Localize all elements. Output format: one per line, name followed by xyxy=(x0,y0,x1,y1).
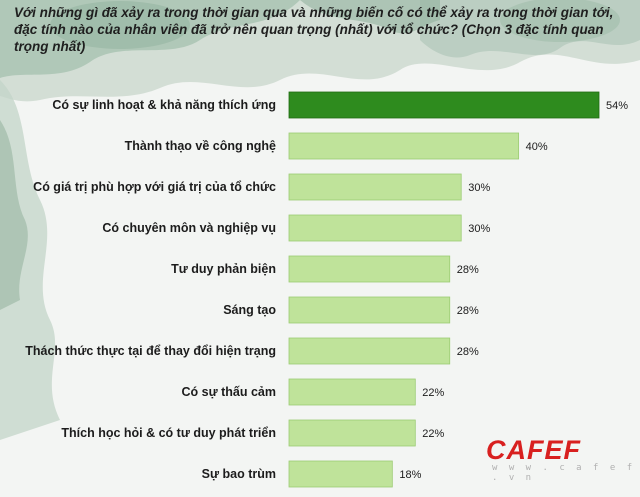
logo-brand: CAFEF xyxy=(486,435,581,465)
bar xyxy=(288,337,451,365)
category-label: Tư duy phản biện xyxy=(171,262,276,276)
category-label: Sự bao trùm xyxy=(202,467,276,481)
value-label: 30% xyxy=(468,182,490,194)
category-label: Có sự linh hoạt & khả năng thích ứng xyxy=(52,98,276,112)
bar xyxy=(288,378,416,406)
category-label: Có sự thấu cảm xyxy=(182,385,277,399)
category-label: Có chuyên môn và nghiệp vụ xyxy=(102,221,276,235)
bar xyxy=(288,91,600,119)
logo-url: w w w . c a f e f . v n xyxy=(492,463,636,483)
bar xyxy=(288,173,462,201)
category-label: Thách thức thực tại để thay đổi hiện trạ… xyxy=(25,344,276,358)
bar xyxy=(288,214,462,242)
category-label: Có giá trị phù hợp với giá trị của tổ ch… xyxy=(33,180,276,194)
bar xyxy=(288,132,520,160)
category-label: Sáng tạo xyxy=(223,303,276,317)
bar xyxy=(288,255,451,283)
value-label: 28% xyxy=(457,305,479,317)
value-label: 54% xyxy=(606,100,628,112)
category-label: Thích học hỏi & có tư duy phát triển xyxy=(61,426,276,440)
cafef-logo: CAFEF w w w . c a f e f . v n xyxy=(486,435,636,483)
value-label: 30% xyxy=(468,223,490,235)
bar xyxy=(288,296,451,324)
bar xyxy=(288,460,393,488)
value-label: 18% xyxy=(399,469,421,481)
value-label: 28% xyxy=(457,346,479,358)
category-label: Thành thạo về công nghệ xyxy=(125,139,276,153)
value-label: 22% xyxy=(422,428,444,440)
bar xyxy=(288,419,416,447)
chart-title: Với những gì đã xảy ra trong thời gian q… xyxy=(14,5,614,54)
value-label: 22% xyxy=(422,387,444,399)
value-label: 40% xyxy=(526,141,548,153)
value-label: 28% xyxy=(457,264,479,276)
